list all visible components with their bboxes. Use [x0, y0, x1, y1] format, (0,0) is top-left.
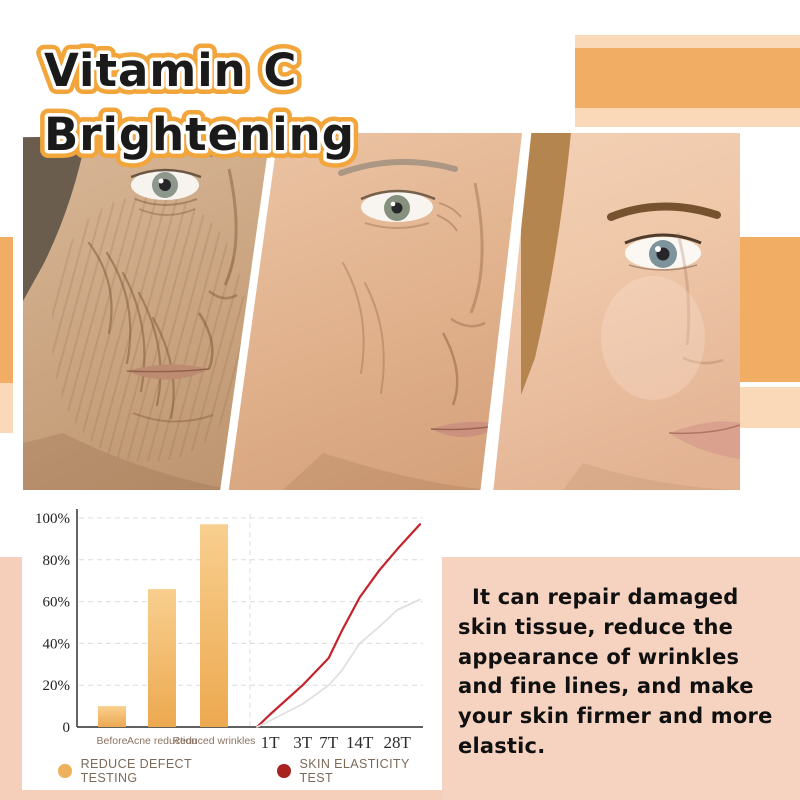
wrinkle-texture	[51, 197, 246, 462]
svg-text:14T: 14T	[346, 733, 374, 752]
svg-text:100%: 100%	[35, 511, 70, 527]
decor-band-top-right	[575, 35, 800, 127]
svg-text:20%: 20%	[43, 678, 71, 694]
face-young-photo	[493, 133, 740, 490]
svg-text:3T: 3T	[293, 733, 313, 752]
headline-line1: Vitamin C	[44, 44, 297, 97]
headline-line2-rim: Brightening	[44, 108, 355, 161]
results-chart: 100% 80% 60% 40% 20% 0 Before Acne reductionRed…	[35, 509, 423, 752]
decor-strip-light	[575, 35, 800, 48]
decor-left-orange-rect	[0, 237, 13, 383]
face-aged-photo	[23, 133, 271, 490]
headline: Vitamin C Vitamin C Vitamin C Brightenin…	[36, 36, 362, 169]
svg-text:40%: 40%	[43, 636, 71, 652]
svg-text:28T: 28T	[383, 733, 411, 752]
decor-strip-light	[575, 108, 800, 127]
legend-dot-orange	[58, 764, 72, 778]
chart-legend: REDUCE DEFECT TESTING SKIN ELASTICITY TE…	[58, 757, 442, 785]
product-benefit-block: It can repair damaged skin tissue, reduc…	[442, 557, 800, 800]
svg-text:60%: 60%	[43, 595, 71, 611]
svg-text:Before: Before	[97, 735, 128, 747]
headline-line1-outline: Vitamin C	[44, 44, 297, 97]
svg-text:80%: 80%	[43, 553, 71, 569]
middle-aged-face-features	[283, 158, 502, 490]
legend-label-reduce-defect: REDUCE DEFECT TESTING	[80, 757, 192, 785]
decor-left-light-rect	[0, 383, 13, 433]
svg-text:Acne reduction: Acne reduction	[127, 735, 197, 747]
svg-text:0: 0	[63, 720, 71, 736]
aged-face-features	[23, 133, 238, 490]
svg-text:Reduced wrinkles: Reduced wrinkles	[173, 735, 256, 747]
svg-text:7T: 7T	[319, 733, 339, 752]
face-comparison-photo	[23, 133, 740, 490]
legend-item-skin-elasticity: SKIN ELASTICITY TEST	[276, 757, 442, 785]
decor-strip-orange	[575, 48, 800, 108]
legend-item-reduce-defect: REDUCE DEFECT TESTING	[58, 757, 247, 785]
decor-right-light-rect	[735, 387, 800, 428]
legend-label-skin-elasticity: SKIN ELASTICITY TEST	[299, 757, 410, 785]
legend-dot-red	[276, 764, 291, 778]
svg-text:1T: 1T	[261, 733, 281, 752]
headline-line2-outline: Brightening	[44, 108, 355, 161]
face-middle-aged-photo	[228, 133, 523, 490]
headline-line2: Brightening	[44, 108, 355, 161]
young-face-features	[521, 133, 740, 490]
decor-right-orange-rect	[735, 237, 800, 382]
headline-line1-rim: Vitamin C	[44, 44, 297, 97]
benefit-paragraph: It can repair damaged skin tissue, reduc…	[458, 585, 773, 759]
results-chart-panel: 100% 80% 60% 40% 20% 0 Before Acne reduction Red…	[22, 495, 442, 790]
